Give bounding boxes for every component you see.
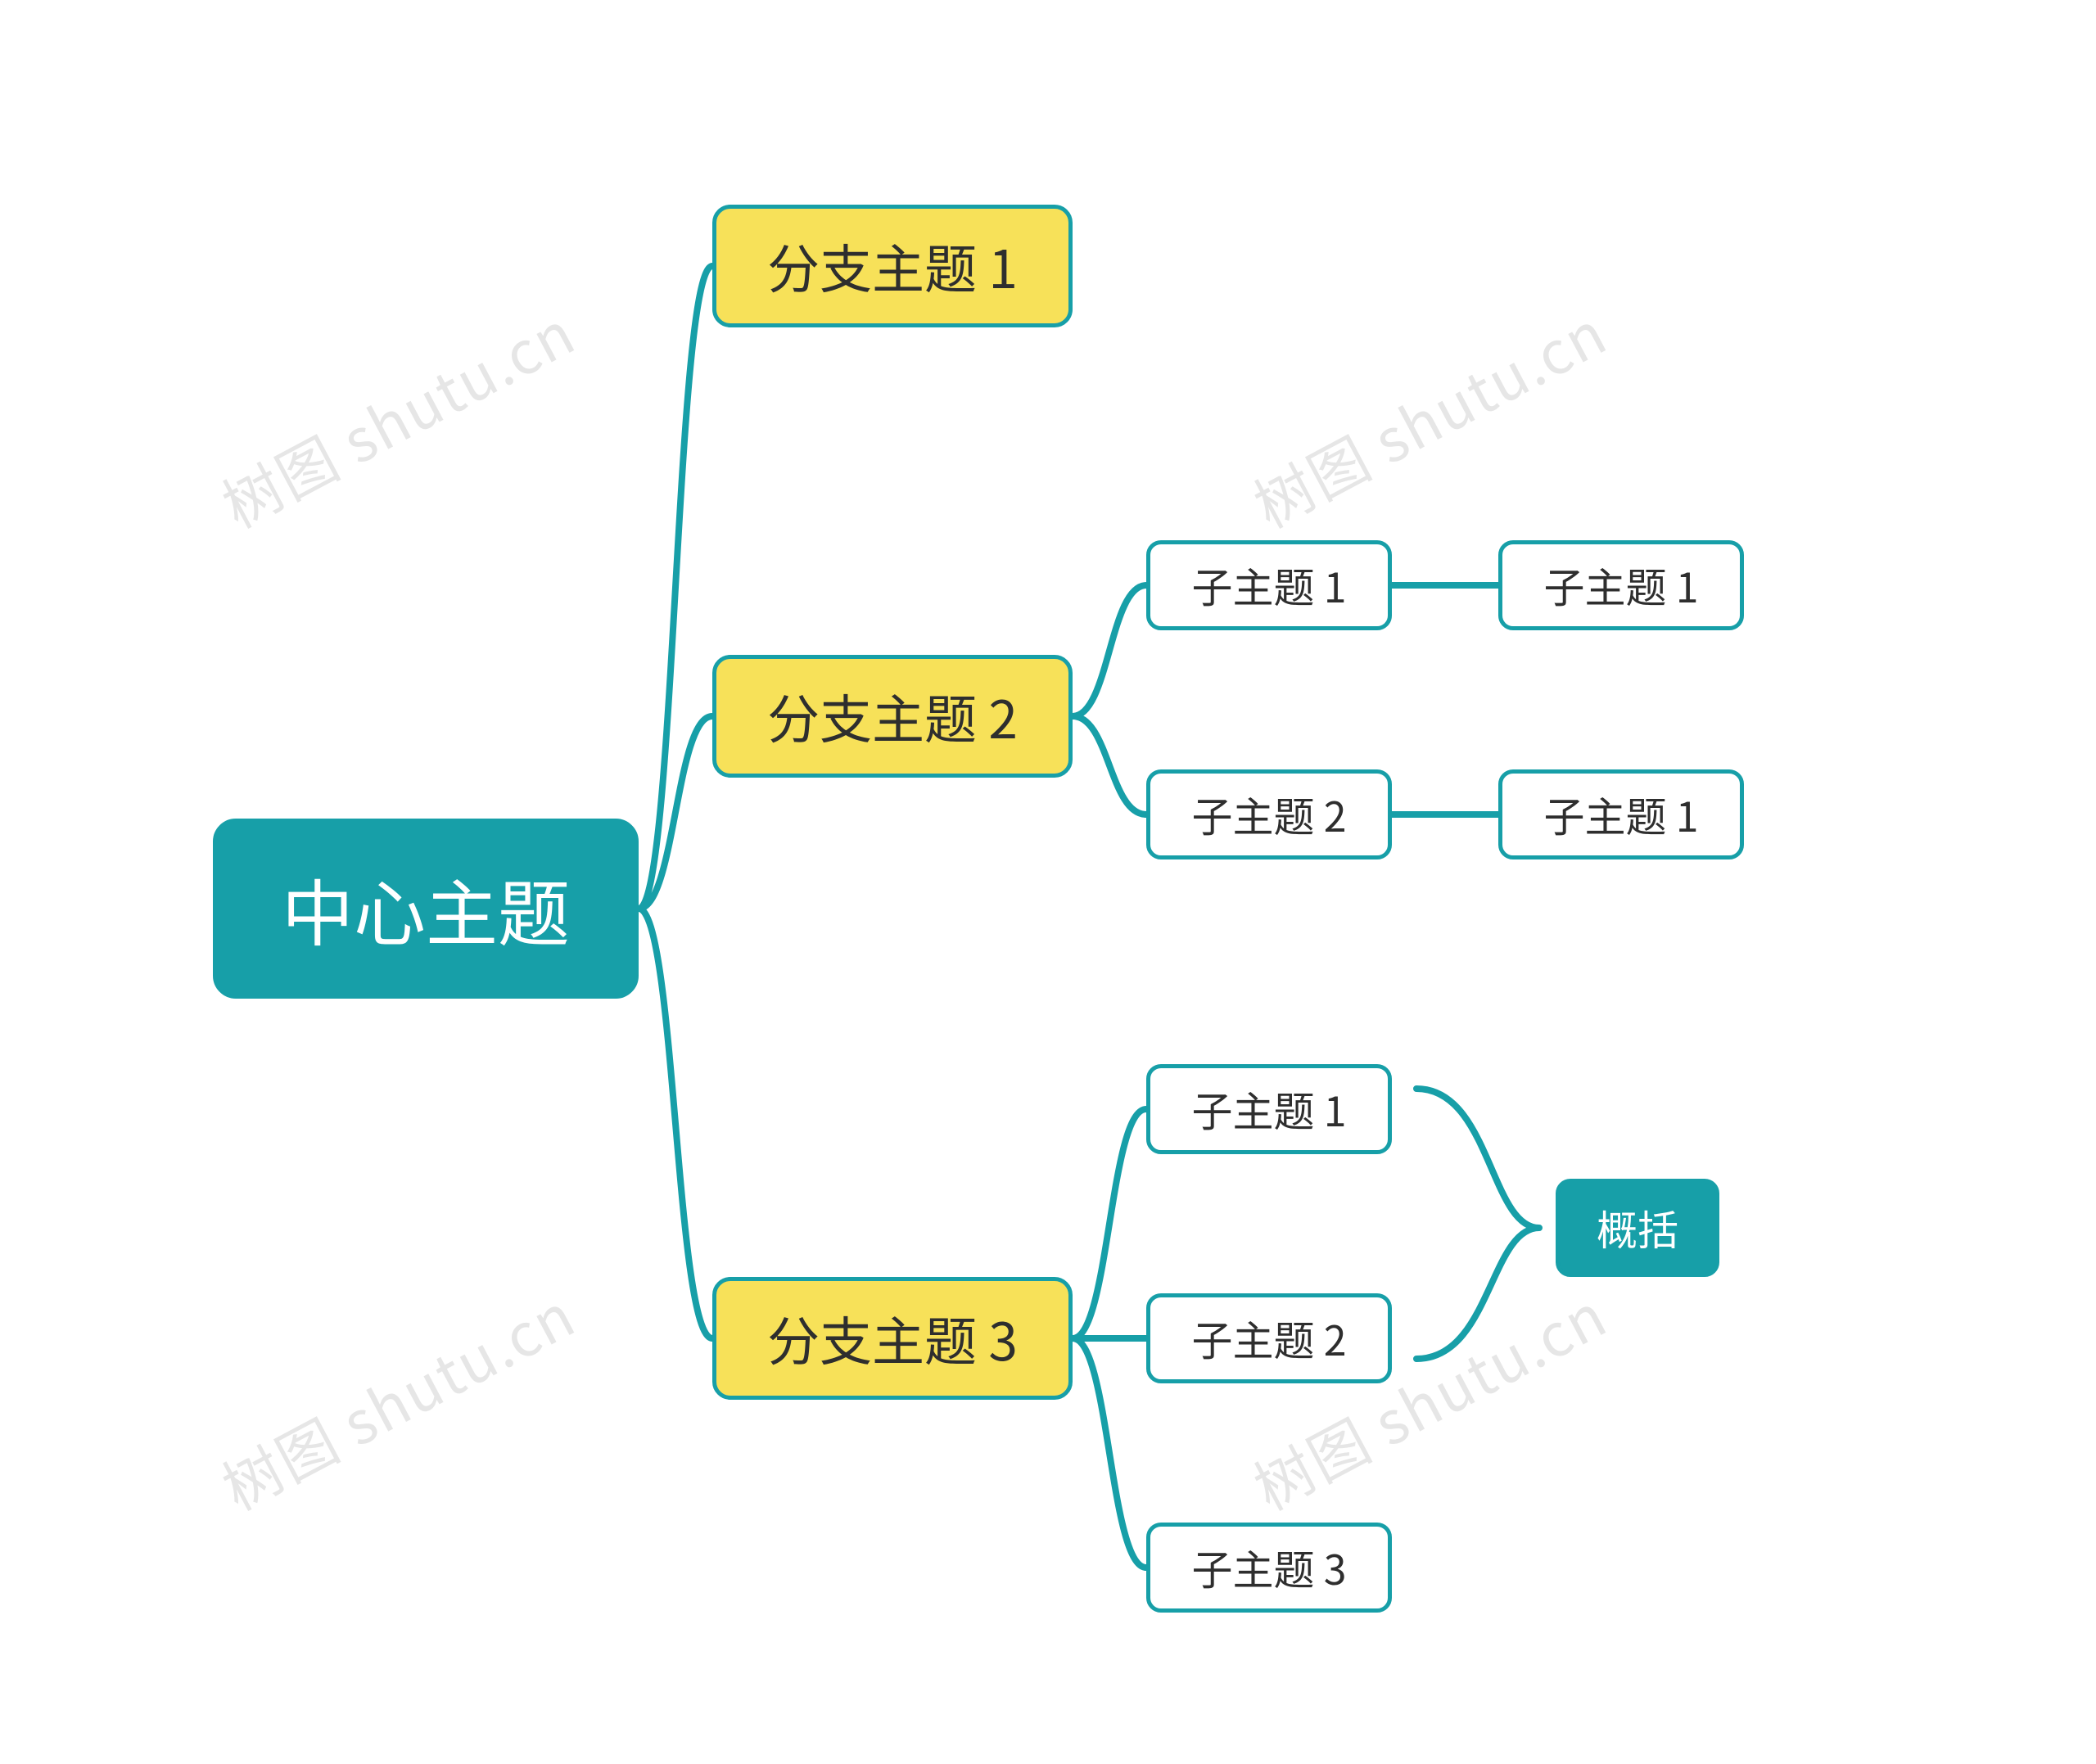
sub-node-b2-2-label: 子主题 2 [1192,785,1347,844]
sub-node-b3-2[interactable]: 子主题 2 [1146,1293,1392,1383]
branch-node-1-label: 分支主题 1 [767,228,1018,304]
sub-node-b2-2-1[interactable]: 子主题 1 [1498,769,1744,859]
branch-node-1[interactable]: 分支主题 1 [712,205,1073,327]
sub-node-b2-1-1-label: 子主题 1 [1544,556,1699,615]
sub-node-b3-1-label: 子主题 1 [1192,1080,1347,1139]
watermark: 树图 shutu.cn [206,1269,589,1527]
watermark: 树图 shutu.cn [1237,286,1620,544]
watermark: 树图 shutu.cn [206,286,589,544]
summary-node[interactable]: 概括 [1556,1179,1719,1277]
branch-node-2-label: 分支主题 2 [767,679,1018,754]
sub-node-b3-3-label: 子主题 3 [1192,1538,1347,1597]
sub-node-b3-1[interactable]: 子主题 1 [1146,1064,1392,1154]
sub-node-b3-3[interactable]: 子主题 3 [1146,1523,1392,1613]
branch-node-3-label: 分支主题 3 [767,1301,1018,1376]
branch-node-3[interactable]: 分支主题 3 [712,1277,1073,1400]
branch-node-2[interactable]: 分支主题 2 [712,655,1073,778]
sub-node-b2-1-label: 子主题 1 [1192,556,1347,615]
root-node-label: 中心主题 [282,857,570,961]
sub-node-b3-2-label: 子主题 2 [1192,1309,1347,1368]
sub-node-b2-2-1-label: 子主题 1 [1544,785,1699,844]
summary-node-label: 概括 [1597,1198,1678,1257]
root-node[interactable]: 中心主题 [213,819,639,999]
sub-node-b2-1[interactable]: 子主题 1 [1146,540,1392,630]
sub-node-b2-1-1[interactable]: 子主题 1 [1498,540,1744,630]
sub-node-b2-2[interactable]: 子主题 2 [1146,769,1392,859]
